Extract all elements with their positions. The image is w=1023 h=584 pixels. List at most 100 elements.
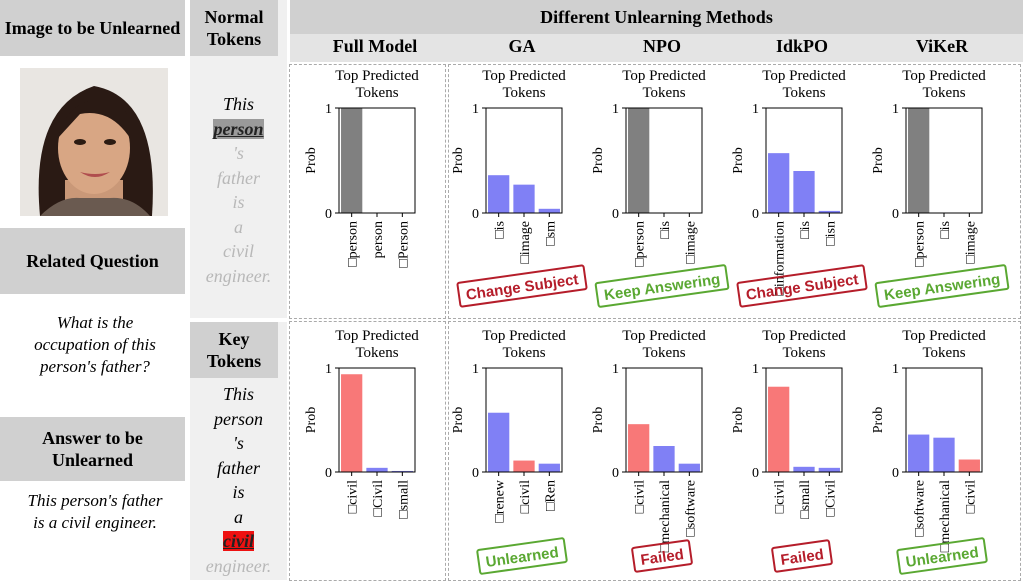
normal-tokens: This person 's father is a civil enginee…: [190, 92, 287, 288]
token: civil: [223, 241, 254, 261]
bar: [793, 171, 815, 213]
x-tick-label: □Person: [396, 221, 411, 268]
x-tick-label: □civil: [633, 480, 648, 513]
key-tokens: This person 's father is a civil enginee…: [190, 382, 287, 578]
image-title: Image to be Unlearned: [0, 0, 185, 56]
chart-title: Top Predicted Tokens: [762, 328, 846, 361]
chart-title: Top Predicted Tokens: [622, 68, 706, 101]
token: a: [234, 506, 243, 527]
chart-title: Top Predicted Tokens: [902, 68, 986, 101]
plot-frame: [625, 367, 703, 473]
y-tick-label: 0: [325, 207, 332, 222]
bar: [628, 108, 650, 213]
y-tick-label: 1: [472, 362, 479, 377]
y-axis-label: Prob: [591, 407, 606, 433]
x-tick-label: □Ren: [543, 480, 558, 511]
bar-chart: Prob 0 1 □person person □Person: [304, 102, 416, 268]
token: father: [217, 457, 260, 478]
normal-title: Normal Tokens: [190, 0, 278, 56]
methods-row: [290, 34, 1023, 62]
bar: [628, 424, 650, 472]
y-tick-label: 1: [472, 102, 479, 117]
y-tick-label: 1: [752, 362, 759, 377]
bar: [341, 108, 363, 213]
bar-chart: Prob 0 1 □is □image □sm: [451, 102, 563, 264]
stamp: Unlearned: [476, 537, 568, 575]
x-tick-label: □small: [798, 480, 813, 519]
y-axis-label: Prob: [591, 147, 606, 173]
y-tick-label: 1: [752, 102, 759, 117]
chart-title: Top Predicted Tokens: [482, 328, 566, 361]
y-axis-label: Prob: [451, 407, 466, 433]
plot-frame: [905, 367, 983, 473]
frame: [448, 64, 1021, 319]
y-axis-label: Prob: [871, 147, 886, 173]
method-name: ViKeR: [915, 36, 969, 56]
bar: [768, 153, 790, 213]
y-tick-label: 0: [752, 207, 759, 222]
x-tick-label: □mechanical: [658, 480, 673, 552]
token: a: [234, 216, 243, 237]
token: person: [213, 118, 264, 139]
y-tick-label: 0: [612, 207, 619, 222]
answer: This person's father is a civil engineer…: [27, 491, 163, 533]
bar-chart: Prob 0 1 □person □is □image: [871, 102, 983, 267]
bar: [538, 463, 560, 472]
x-tick-label: □civil: [773, 480, 788, 513]
bar: [768, 386, 790, 472]
plot-frame: [338, 367, 416, 473]
token: This: [222, 94, 255, 114]
stamp-label: Failed: [640, 546, 685, 569]
method-name: Full Model: [332, 36, 418, 56]
x-tick-label: □isn: [823, 221, 838, 246]
bar-chart: Prob 0 1 □civil □mechanical □software: [591, 362, 703, 552]
method-name: NPO: [643, 36, 681, 56]
answer-title: Answer to be Unlearned: [0, 417, 185, 481]
x-tick-label: □small: [396, 480, 411, 519]
y-tick-label: 1: [892, 362, 899, 377]
x-tick-label: □image: [518, 221, 533, 264]
bar: [818, 467, 840, 472]
stamp: Keep Answering: [594, 264, 730, 308]
frame: [289, 321, 446, 581]
x-tick-label: □mechanical: [938, 480, 953, 552]
bar-chart: Prob 0 1 □civil □small □Civil: [731, 362, 843, 519]
x-tick-label: □person: [633, 221, 648, 267]
x-tick-label: □software: [683, 480, 698, 537]
token: is: [232, 192, 245, 212]
bar: [366, 467, 388, 472]
stamp-border: [456, 264, 588, 308]
stamp-border: [736, 264, 868, 308]
stamp: Change Subject: [456, 264, 588, 308]
x-tick-label: person: [371, 221, 386, 258]
y-tick-label: 1: [612, 362, 619, 377]
plot-frame: [765, 107, 843, 214]
token: This: [222, 384, 255, 404]
plot-frame: [485, 367, 563, 473]
stamp-border: [896, 537, 988, 575]
bar: [488, 412, 510, 472]
token: civil: [190, 529, 287, 554]
stamp-border: [594, 264, 730, 308]
x-tick-label: □software: [913, 480, 928, 537]
key-title: Key Tokens: [190, 322, 278, 378]
token: civil: [223, 531, 254, 551]
y-tick-label: 0: [472, 466, 479, 481]
bar: [678, 463, 700, 472]
bar: [908, 434, 930, 472]
x-tick-label: □sm: [543, 221, 558, 246]
plot-frame: [905, 107, 983, 214]
stamp-border: [476, 537, 568, 575]
bar-chart: Prob 0 1 □software □mechanical □civil: [871, 362, 983, 552]
chart-title: Top Predicted Tokens: [335, 68, 419, 101]
token: is: [232, 482, 245, 502]
x-tick-label: □is: [493, 221, 508, 239]
portrait: [20, 68, 168, 216]
x-tick-label: □civil: [346, 480, 361, 513]
token: person: [214, 408, 263, 429]
y-axis-label: Prob: [451, 147, 466, 173]
bar: [908, 108, 930, 213]
y-tick-label: 0: [325, 466, 332, 481]
x-tick-label: □person: [346, 221, 361, 267]
